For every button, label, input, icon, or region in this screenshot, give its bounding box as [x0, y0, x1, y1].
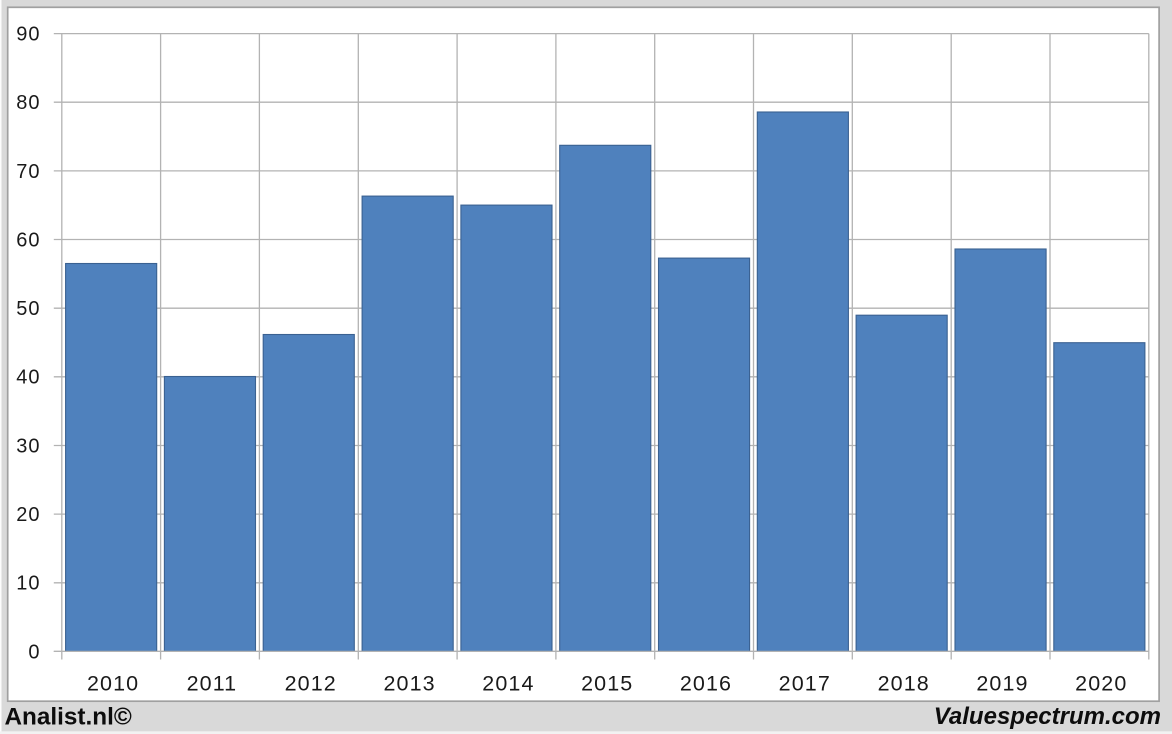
svg-text:2014: 2014: [482, 672, 534, 696]
svg-text:2015: 2015: [581, 672, 633, 696]
svg-text:2016: 2016: [680, 672, 732, 696]
svg-text:60: 60: [16, 229, 40, 251]
svg-text:2010: 2010: [87, 672, 139, 696]
svg-text:70: 70: [16, 161, 40, 183]
svg-text:Valuespectrum.com: Valuespectrum.com: [934, 703, 1161, 730]
svg-text:2017: 2017: [779, 672, 831, 696]
svg-text:Analist.nl©: Analist.nl©: [5, 704, 132, 731]
svg-text:30: 30: [16, 435, 40, 457]
svg-text:2019: 2019: [976, 672, 1028, 696]
svg-text:2020: 2020: [1075, 672, 1127, 696]
svg-text:40: 40: [16, 367, 40, 389]
svg-text:50: 50: [16, 298, 40, 320]
svg-text:2011: 2011: [187, 672, 238, 696]
svg-text:20: 20: [16, 504, 40, 526]
svg-text:0: 0: [28, 641, 40, 663]
svg-text:80: 80: [16, 92, 40, 114]
svg-text:2012: 2012: [285, 672, 337, 696]
svg-text:10: 10: [16, 573, 40, 595]
svg-text:90: 90: [16, 24, 40, 46]
svg-text:2018: 2018: [878, 672, 930, 696]
svg-text:2013: 2013: [383, 672, 435, 696]
